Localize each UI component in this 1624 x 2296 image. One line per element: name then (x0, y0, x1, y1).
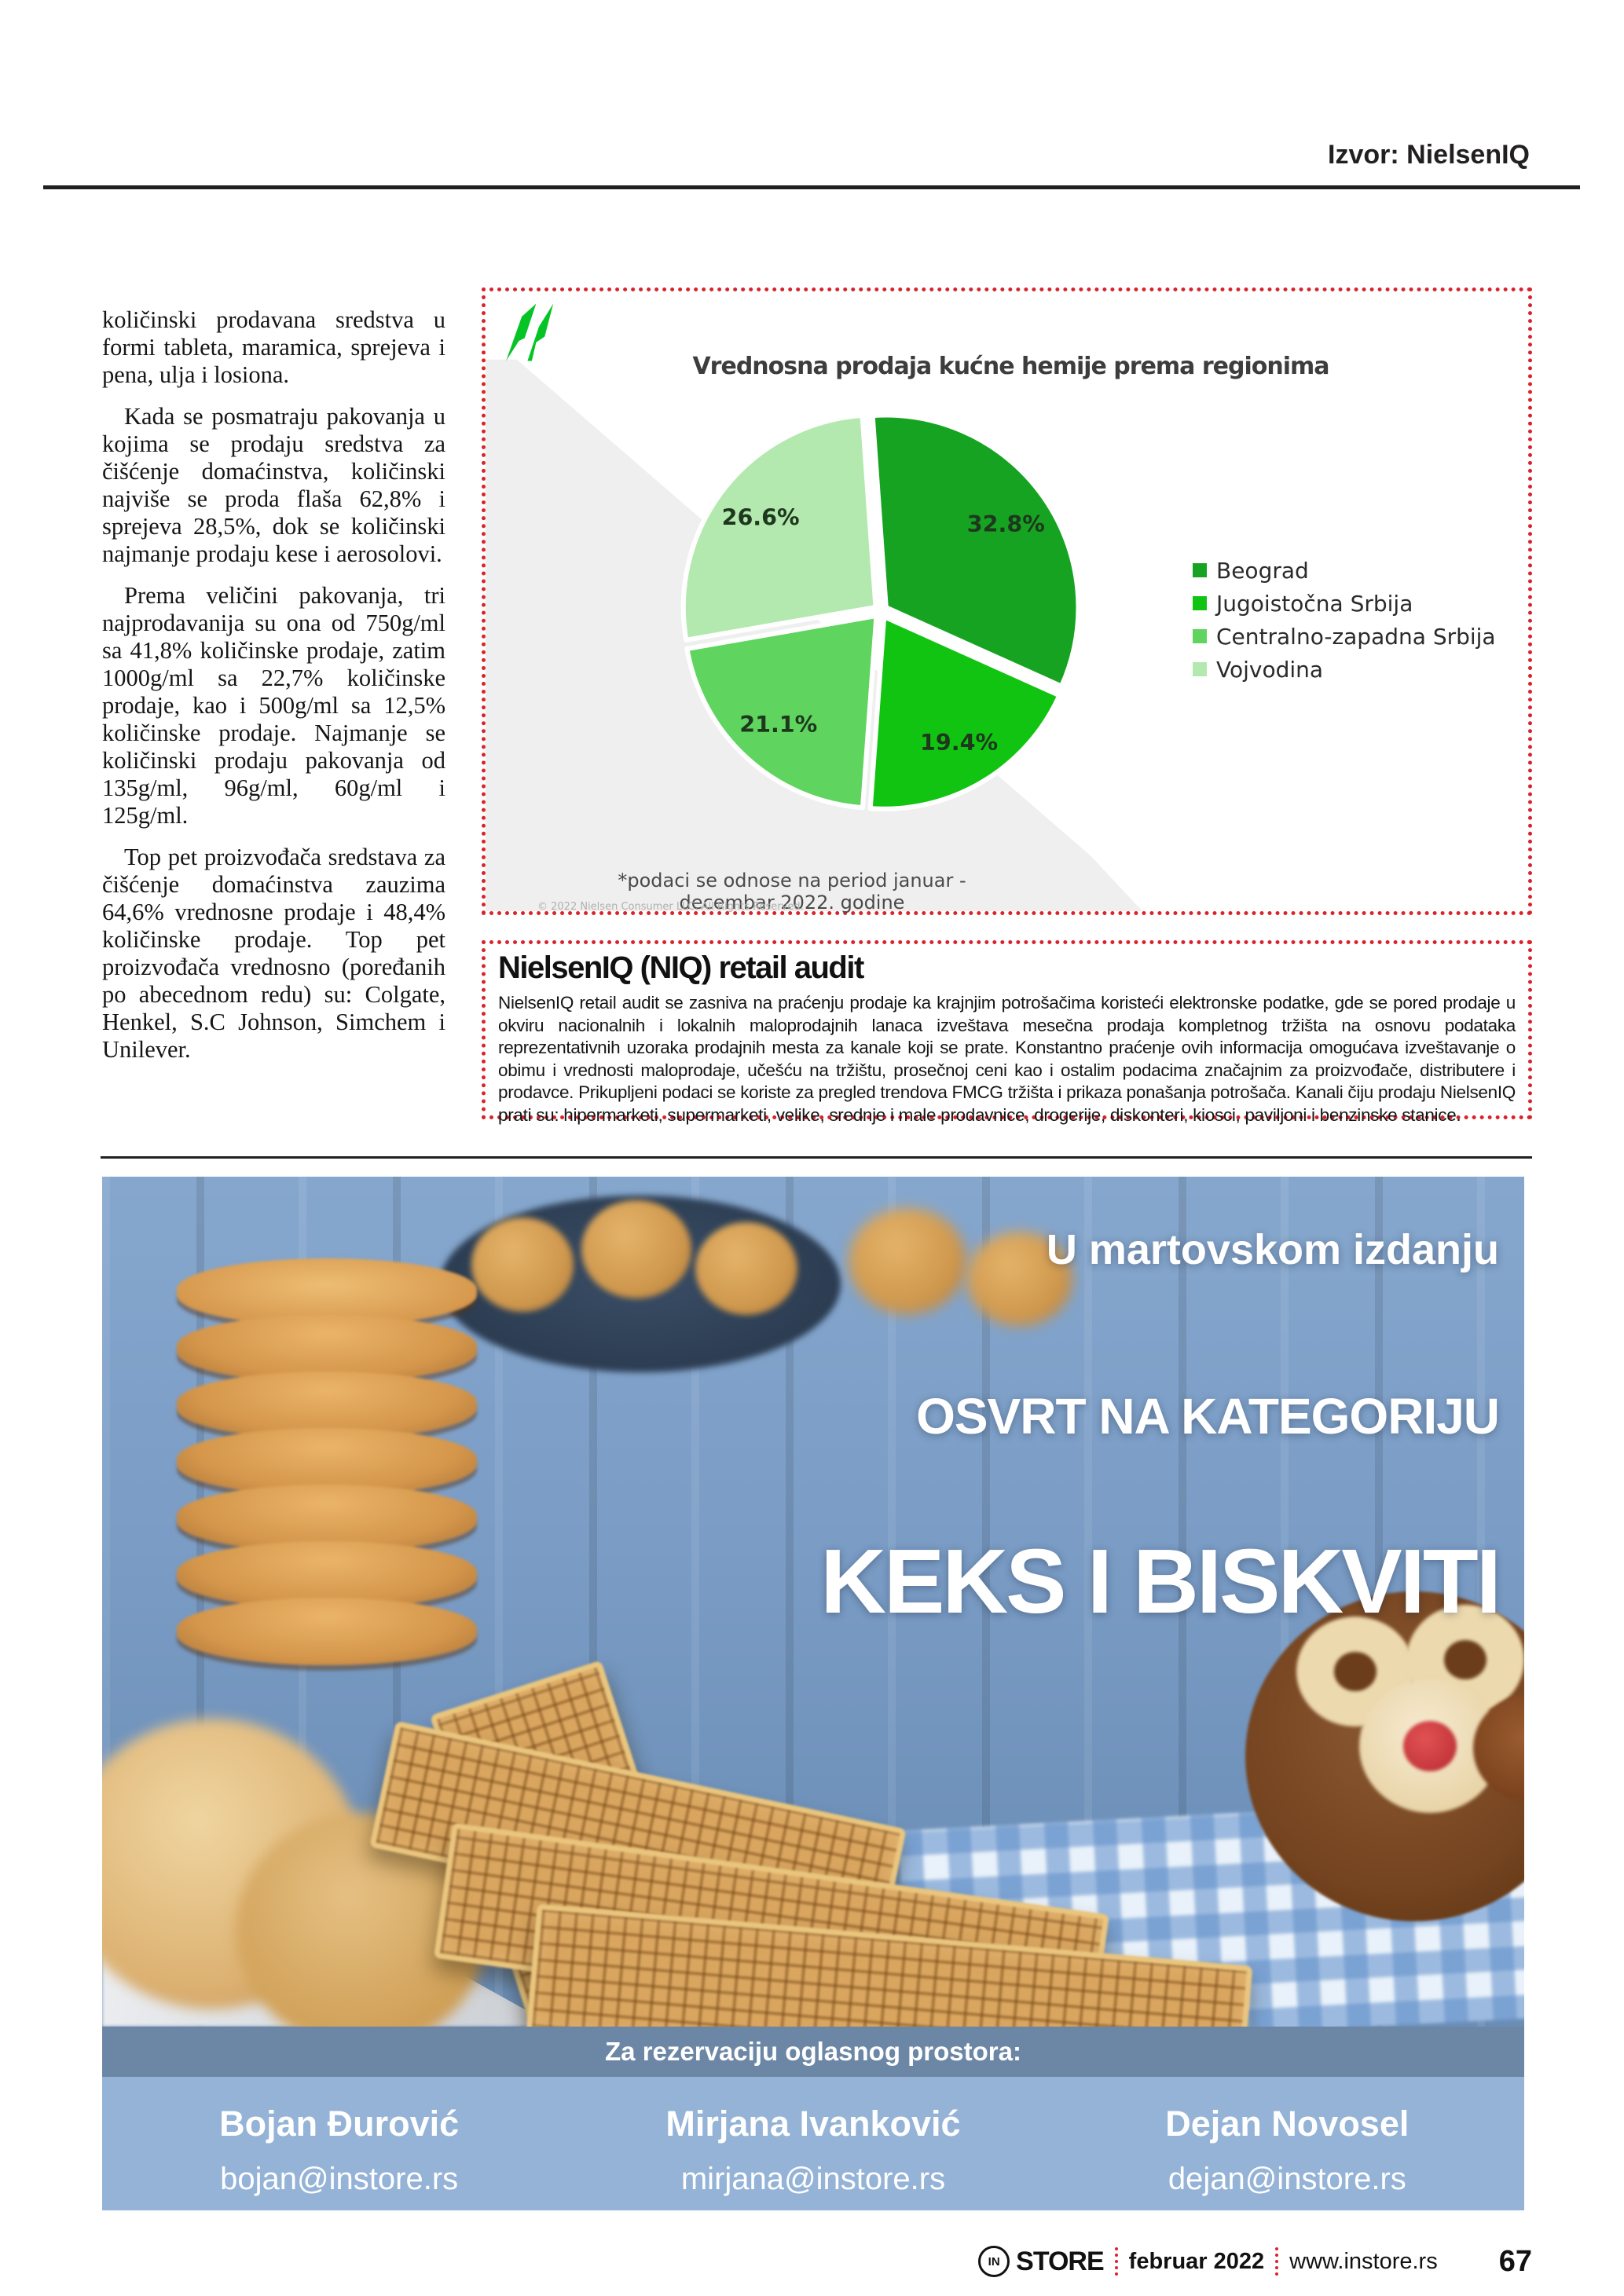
photo-biscuit (177, 1371, 477, 1439)
pie-slice (684, 613, 879, 811)
pie-slice (870, 412, 1081, 689)
photo-biscuit (177, 1428, 477, 1496)
legend-item: Vojvodina (1193, 653, 1496, 686)
article-paragraph: količinski prodavana sredstva u formi ta… (102, 306, 445, 388)
promo-line-issue: U martovskom izdanju (1046, 1226, 1499, 1273)
pie-chart: 32.8% 19.4% 21.1% 26.6% (680, 411, 1081, 811)
contact-card: Bojan Đurović bojan@instore.rs (104, 2104, 574, 2197)
section-divider (101, 1156, 1532, 1159)
page-footer: IN STORE februar 2022 www.instore.rs 67 (978, 2241, 1532, 2282)
footer-date: februar 2022 (1128, 2248, 1265, 2274)
contact-card: Dejan Novosel dejan@instore.rs (1053, 2104, 1522, 2197)
contact-card: Mirjana Ivanković mirjana@instore.rs (578, 2104, 1047, 2197)
contact-name: Dejan Novosel (1165, 2104, 1410, 2144)
footer-separator (1275, 2247, 1279, 2276)
article-paragraph: Prema veličini pakovanja, tri najprodava… (102, 582, 445, 829)
pie-slice-label: 19.4% (920, 729, 998, 756)
photo-ring-cookie (1296, 1617, 1414, 1727)
legend-item: Centralno-zapadna Srbija (1193, 620, 1496, 653)
promo-line-title: KEKS I BISKVITI (820, 1530, 1501, 1632)
chart-legend: Beograd Jugoistočna Srbija Centralno-zap… (1193, 554, 1496, 686)
chart-panel: Vrednosna prodaja kućne hemije prema reg… (482, 287, 1532, 915)
footer-brand: STORE (1016, 2246, 1105, 2276)
chart-footnote: *podaci se odnose na period januar - dec… (618, 870, 966, 914)
reservation-contacts-bar: Bojan Đurović bojan@instore.rs Mirjana I… (102, 2077, 1524, 2210)
article-text-column: količinski prodavana sredstva u formi ta… (102, 306, 445, 1078)
legend-item: Beograd (1193, 554, 1496, 587)
nielseniq-logo-icon (506, 303, 554, 361)
promo-line-category: OSVRT NA KATEGORIJU (916, 1388, 1500, 1445)
niq-info-panel: NielsenIQ (NIQ) retail audit NielsenIQ r… (482, 940, 1532, 1125)
photo-cookie (471, 1218, 574, 1312)
footer-separator (1114, 2247, 1118, 2276)
reservation-heading-bar: Za rezervaciju oglasnog prostora: (102, 2027, 1524, 2077)
legend-swatch-icon (1193, 662, 1207, 676)
contact-email[interactable]: bojan@instore.rs (220, 2162, 459, 2196)
article-paragraph: Kada se posmatraju pakovanja u kojima se… (102, 403, 445, 567)
contact-name: Mirjana Ivanković (665, 2104, 961, 2144)
photo-biscuit (177, 1485, 477, 1552)
pie-slice (680, 412, 878, 643)
legend-label: Jugoistočna Srbija (1216, 590, 1413, 617)
chart-title: Vrednosna prodaja kućne hemije prema reg… (692, 353, 1329, 380)
legend-item: Jugoistočna Srbija (1193, 587, 1496, 620)
photo-biscuit (177, 1541, 477, 1609)
pie-slice (867, 613, 1062, 811)
reservation-heading: Za rezervaciju oglasnog prostora: (605, 2037, 1021, 2066)
legend-label: Centralno-zapadna Srbija (1216, 623, 1496, 650)
niq-body-text: NielsenIQ retail audit se zasniva na pra… (498, 993, 1516, 1125)
photo-cookie (849, 1208, 966, 1314)
contact-email[interactable]: mirjana@instore.rs (680, 2162, 946, 2196)
legend-swatch-icon (1193, 563, 1207, 577)
page-number: 67 (1498, 2244, 1532, 2278)
footer-website[interactable]: www.instore.rs (1289, 2248, 1438, 2274)
photo-biscuit (177, 1598, 477, 1665)
photo-biscuit (177, 1258, 477, 1326)
pie-slice-label: 21.1% (739, 711, 817, 738)
niq-heading: NielsenIQ (NIQ) retail audit (498, 950, 864, 985)
chart-copyright: © 2022 Nielsen Consumer LLC. All Rights … (537, 901, 804, 913)
photo-cookie (581, 1200, 691, 1298)
instore-logo-icon: IN (978, 2246, 1010, 2277)
article-paragraph: Top pet proizvođača sredstava za čišćenj… (102, 844, 445, 1063)
source-credit: Izvor: NielsenIQ (1328, 140, 1530, 170)
pie-slice-label: 32.8% (967, 511, 1045, 537)
contact-email[interactable]: dejan@instore.rs (1168, 2162, 1406, 2196)
legend-label: Beograd (1216, 557, 1309, 584)
legend-swatch-icon (1193, 629, 1207, 643)
photo-cookie (695, 1222, 797, 1315)
promo-photo: U martovskom izdanju OSVRT NA KATEGORIJU… (102, 1177, 1524, 2027)
photo-biscuit (177, 1315, 477, 1382)
contact-name: Bojan Đurović (219, 2104, 460, 2144)
photo-biscuit-stack (177, 1258, 477, 1665)
pie-slice-label: 26.6% (722, 504, 800, 530)
legend-swatch-icon (1193, 596, 1207, 610)
header-rule (43, 185, 1580, 189)
photo-cookie (966, 1232, 1072, 1326)
legend-label: Vojvodina (1216, 656, 1324, 683)
